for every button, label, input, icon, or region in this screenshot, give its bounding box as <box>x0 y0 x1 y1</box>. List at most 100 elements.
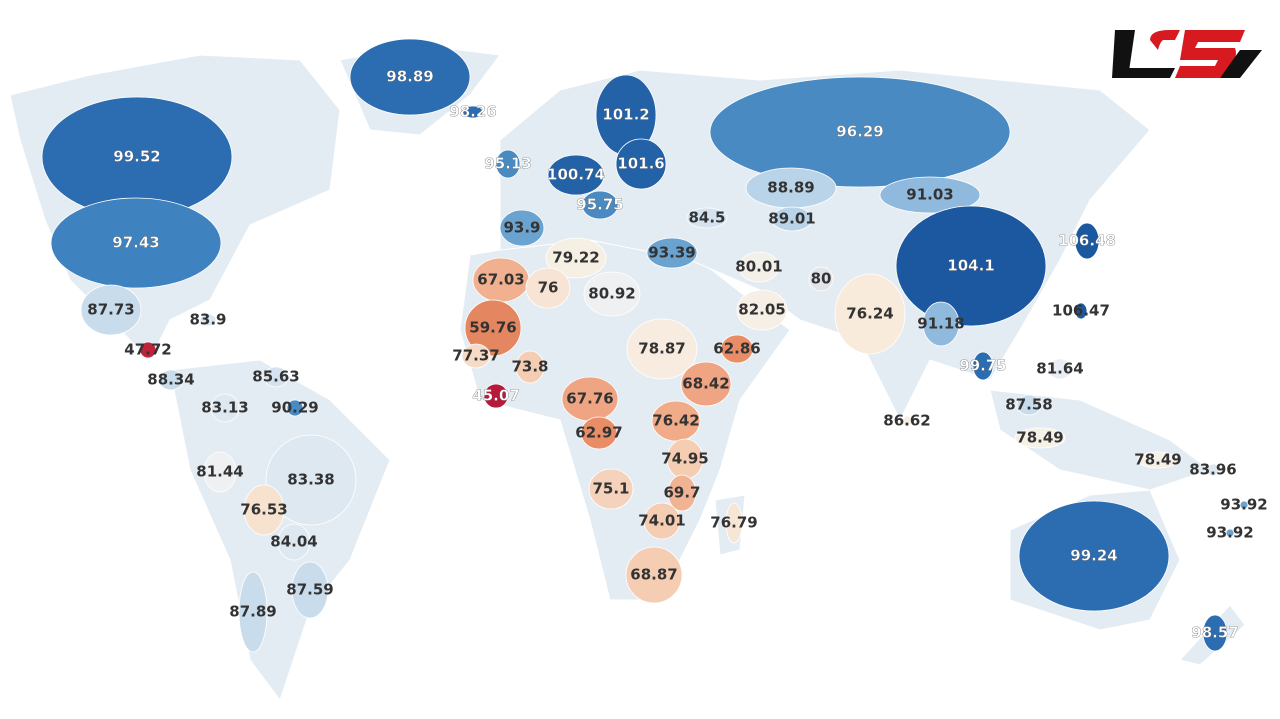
region <box>879 176 981 214</box>
region <box>680 361 732 407</box>
value-label: 76.42 <box>652 412 699 430</box>
region <box>720 334 754 364</box>
value-label: 69.7 <box>663 484 700 502</box>
value-label: 106.47 <box>1052 302 1110 320</box>
region <box>646 237 698 269</box>
region <box>199 313 217 327</box>
value-label: 87.58 <box>1005 396 1052 414</box>
region <box>808 266 834 292</box>
value-label: 93.39 <box>648 244 695 262</box>
region <box>1206 463 1220 477</box>
region <box>1074 302 1088 320</box>
region <box>615 138 667 190</box>
value-label: 99.24 <box>1070 547 1117 565</box>
region <box>238 571 268 653</box>
value-label: 47.72 <box>124 341 171 359</box>
region <box>464 299 522 357</box>
region <box>210 393 240 423</box>
value-label: 74.01 <box>638 512 685 530</box>
region <box>462 105 484 119</box>
region <box>1074 222 1100 260</box>
region <box>1202 614 1228 652</box>
value-label: 73.8 <box>511 358 548 376</box>
value-label: 62.97 <box>575 424 622 442</box>
region <box>771 206 813 232</box>
value-label: 75.1 <box>592 480 629 498</box>
region <box>1014 427 1066 449</box>
value-label: 101.2 <box>602 106 649 124</box>
value-label: 87.59 <box>286 581 333 599</box>
value-label: 99.75 <box>959 357 1006 375</box>
region <box>525 267 571 309</box>
value-label: 82.05 <box>738 301 785 319</box>
region <box>1018 500 1170 612</box>
region <box>263 366 289 388</box>
value-label: 85.63 <box>252 368 299 386</box>
region <box>50 197 222 289</box>
value-label: 80 <box>811 270 832 288</box>
region <box>515 350 545 384</box>
value-label: 93.92 <box>1220 496 1267 514</box>
value-label: 76.24 <box>846 305 893 323</box>
value-label: 67.03 <box>477 271 524 289</box>
value-label: 87.89 <box>229 603 276 621</box>
value-label: 86.62 <box>883 412 930 430</box>
value-label: 84.04 <box>270 533 317 551</box>
value-label: 98.26 <box>449 103 496 121</box>
region <box>626 318 698 380</box>
value-label: 67.76 <box>566 390 613 408</box>
value-label: 99.52 <box>113 148 160 166</box>
region <box>738 251 780 283</box>
region <box>667 474 697 512</box>
value-label: 83.96 <box>1189 461 1236 479</box>
value-label: 93.9 <box>503 219 540 237</box>
region <box>834 273 906 355</box>
region <box>545 237 607 279</box>
value-label: 76 <box>538 279 559 297</box>
region <box>243 484 285 536</box>
region <box>736 289 788 331</box>
value-label: 104.1 <box>947 257 994 275</box>
region <box>1239 500 1249 510</box>
region <box>709 76 1011 188</box>
region <box>547 154 605 196</box>
region <box>651 400 701 442</box>
value-label: 76.79 <box>710 514 757 532</box>
value-label: 81.44 <box>196 463 243 481</box>
value-label: 101.6 <box>617 155 664 173</box>
value-label: 80.01 <box>735 258 782 276</box>
region <box>972 351 994 381</box>
value-label: 62.86 <box>713 340 760 358</box>
value-label: 97.43 <box>112 234 159 252</box>
value-label: 84.5 <box>688 209 725 227</box>
value-label: 89.01 <box>768 210 815 228</box>
value-label: 95.13 <box>484 155 531 173</box>
region <box>1047 358 1073 380</box>
value-label: 74.95 <box>661 450 708 468</box>
region <box>1016 394 1042 416</box>
value-label: 45.07 <box>472 387 519 405</box>
region <box>725 502 743 544</box>
region <box>495 149 521 179</box>
region <box>203 451 237 493</box>
region <box>686 207 728 229</box>
region <box>643 502 681 540</box>
regions <box>41 38 1249 653</box>
region <box>265 434 357 526</box>
value-label: 100.74 <box>547 166 605 184</box>
region <box>583 271 641 317</box>
region <box>277 523 311 561</box>
region <box>1225 528 1235 538</box>
region <box>291 561 329 619</box>
value-label: 78.49 <box>1134 451 1181 469</box>
region <box>499 209 545 247</box>
value-label: 78.49 <box>1016 429 1063 447</box>
region <box>349 38 471 116</box>
value-label: 87.73 <box>87 301 134 319</box>
region <box>625 546 683 604</box>
value-label: 68.87 <box>630 566 677 584</box>
region <box>922 301 960 347</box>
value-label: 77.37 <box>452 347 499 365</box>
logo <box>1112 30 1262 78</box>
value-label: 83.13 <box>201 399 248 417</box>
